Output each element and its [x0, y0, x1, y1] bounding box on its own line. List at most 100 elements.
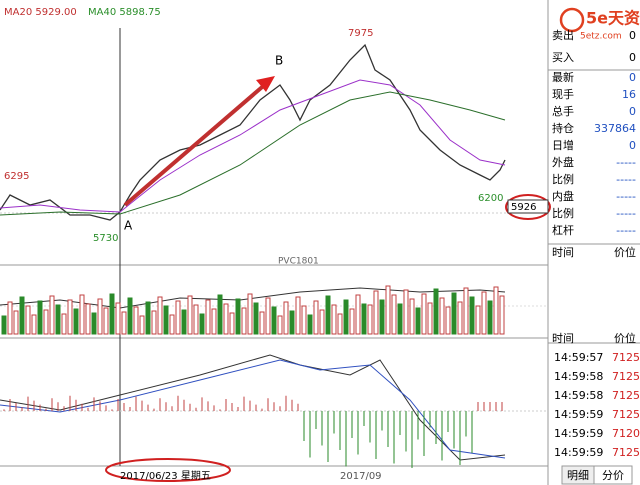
- quote-label: 买入: [552, 51, 574, 64]
- volume-bar: [403, 289, 409, 335]
- logo-url: 5etz.com: [580, 32, 622, 42]
- tab[interactable]: 分价: [602, 469, 624, 482]
- volume-bar: [121, 311, 127, 335]
- quote-value: -----: [616, 190, 636, 203]
- volume-bar: [1, 315, 7, 335]
- quote-value: 337864: [594, 122, 636, 135]
- quote-value: 0: [629, 29, 636, 42]
- volume-bar: [331, 304, 337, 335]
- quote-label: 卖出: [552, 28, 574, 42]
- contract: PVC1801: [278, 257, 319, 267]
- volume-bar: [157, 296, 163, 335]
- quote-label: 现手: [552, 87, 574, 101]
- volume-bar: [271, 306, 277, 335]
- quote-value: 0: [629, 71, 636, 84]
- volume-bar: [313, 300, 319, 335]
- volume-bar: [391, 294, 397, 335]
- volume-bar: [217, 294, 223, 335]
- volume-bar: [385, 285, 391, 335]
- logo: 5e天资: [586, 9, 640, 28]
- volume-bar: [31, 314, 37, 335]
- volume-bar: [343, 299, 349, 335]
- volume-bar: [427, 302, 433, 335]
- volume-bar: [115, 302, 121, 335]
- label: 5730: [93, 233, 118, 244]
- volume-bar: [247, 293, 253, 335]
- volume-bar: [127, 297, 133, 335]
- volume-bar: [277, 315, 283, 335]
- volume-bar: [259, 311, 265, 335]
- quote-value: -----: [616, 207, 636, 220]
- quote-label: 持仓: [552, 121, 574, 135]
- volume-bar: [421, 293, 427, 335]
- volume-bar: [409, 298, 415, 335]
- volume-bar: [19, 296, 25, 335]
- volume-bar: [493, 286, 499, 335]
- volume-bar: [49, 295, 55, 335]
- header: 价位: [614, 331, 636, 345]
- volume-bar: [169, 314, 175, 335]
- quote-label: 日增: [552, 138, 574, 152]
- volume-bar: [463, 287, 469, 335]
- volume-bar: [289, 310, 295, 335]
- volume-bar: [235, 298, 241, 335]
- volume-bar: [67, 299, 73, 335]
- volume-bar: [379, 299, 385, 335]
- tick-time: 14:59:58: [554, 389, 603, 402]
- volume-bar: [475, 305, 481, 335]
- current-price: 5926: [511, 202, 536, 213]
- volume-bar: [433, 288, 439, 335]
- quote-label: 比例: [552, 206, 574, 220]
- volume-bar: [91, 312, 97, 335]
- volume-bar: [175, 300, 181, 335]
- tab[interactable]: 明细: [567, 469, 589, 482]
- quote-value: -----: [616, 224, 636, 237]
- volume-bar: [361, 303, 367, 335]
- volume-bar: [283, 301, 289, 335]
- marker: B: [275, 54, 283, 68]
- tick-price: 7125: [612, 408, 640, 421]
- volume-bar: [337, 313, 343, 335]
- volume-bar: [499, 295, 505, 335]
- volume-bar: [397, 303, 403, 335]
- quote-label: 杠杆: [552, 223, 574, 237]
- volume-bar: [103, 307, 109, 335]
- volume-bar: [43, 309, 49, 335]
- volume-bar: [241, 307, 247, 335]
- marker: A: [124, 219, 133, 233]
- volume-bar: [79, 294, 85, 335]
- tick-price: 7120: [612, 427, 640, 440]
- tick-price: 7125: [612, 389, 640, 402]
- volume-bar: [415, 307, 421, 335]
- volume-bar: [55, 304, 61, 335]
- volume-bar: [481, 291, 487, 335]
- volume-bar: [187, 295, 193, 335]
- volume-bar: [373, 290, 379, 335]
- volume-bar: [151, 310, 157, 335]
- quote-label: 内盘: [552, 189, 574, 203]
- volume-bar: [7, 301, 13, 335]
- ma40: MA40 5898.75: [88, 7, 161, 18]
- volume-bar: [451, 292, 457, 335]
- volume-bar: [487, 300, 493, 335]
- tick-time: 14:59:59: [554, 446, 603, 459]
- label: 6200: [478, 193, 503, 204]
- volume-bar: [319, 309, 325, 335]
- tick-time: 14:59:59: [554, 427, 603, 440]
- volume-bar: [211, 308, 217, 335]
- volume-bar: [85, 303, 91, 335]
- quote-value: 0: [629, 139, 636, 152]
- quote-value: 16: [622, 88, 636, 101]
- volume-bar: [205, 299, 211, 335]
- volume-bar: [133, 306, 139, 335]
- tick-time: 14:59:57: [554, 351, 603, 364]
- volume-bar: [295, 296, 301, 335]
- volume-bar: [97, 298, 103, 335]
- quote-value: -----: [616, 156, 636, 169]
- tick-time: 14:59:58: [554, 370, 603, 383]
- volume-bar: [139, 315, 145, 335]
- volume-bar: [355, 294, 361, 335]
- volume-bar: [193, 304, 199, 335]
- label: 7975: [348, 28, 373, 39]
